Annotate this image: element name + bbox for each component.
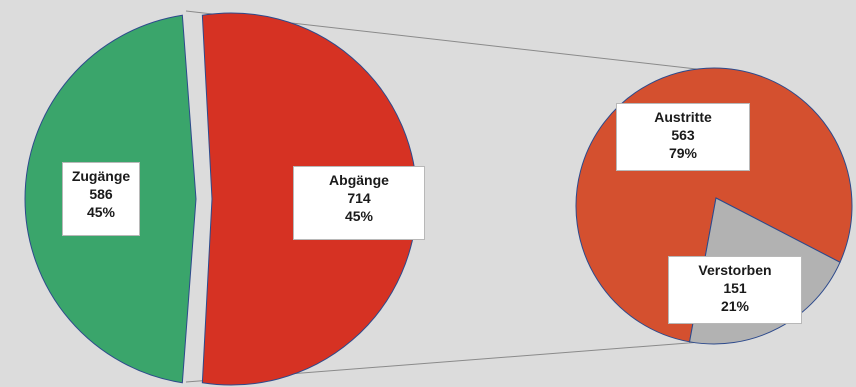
data-label-zugaenge: Zugänge 586 45% xyxy=(62,162,140,236)
data-label-austritte: Austritte 563 79% xyxy=(616,103,750,171)
label-category: Abgänge xyxy=(329,172,389,188)
label-value: 714 xyxy=(347,190,371,206)
label-percent: 45% xyxy=(86,204,116,220)
data-label-abgaenge: Abgänge 714 45% xyxy=(293,166,425,240)
label-percent: 45% xyxy=(344,208,374,224)
label-category: Zugänge xyxy=(71,168,131,184)
label-value: 586 xyxy=(89,186,113,202)
label-category: Verstorben xyxy=(698,262,772,278)
data-label-verstorben: Verstorben 151 21% xyxy=(668,256,802,324)
label-percent: 21% xyxy=(720,298,750,314)
label-value: 151 xyxy=(723,280,747,296)
label-value: 563 xyxy=(671,127,695,143)
label-percent: 79% xyxy=(668,145,698,161)
label-category: Austritte xyxy=(654,109,712,125)
